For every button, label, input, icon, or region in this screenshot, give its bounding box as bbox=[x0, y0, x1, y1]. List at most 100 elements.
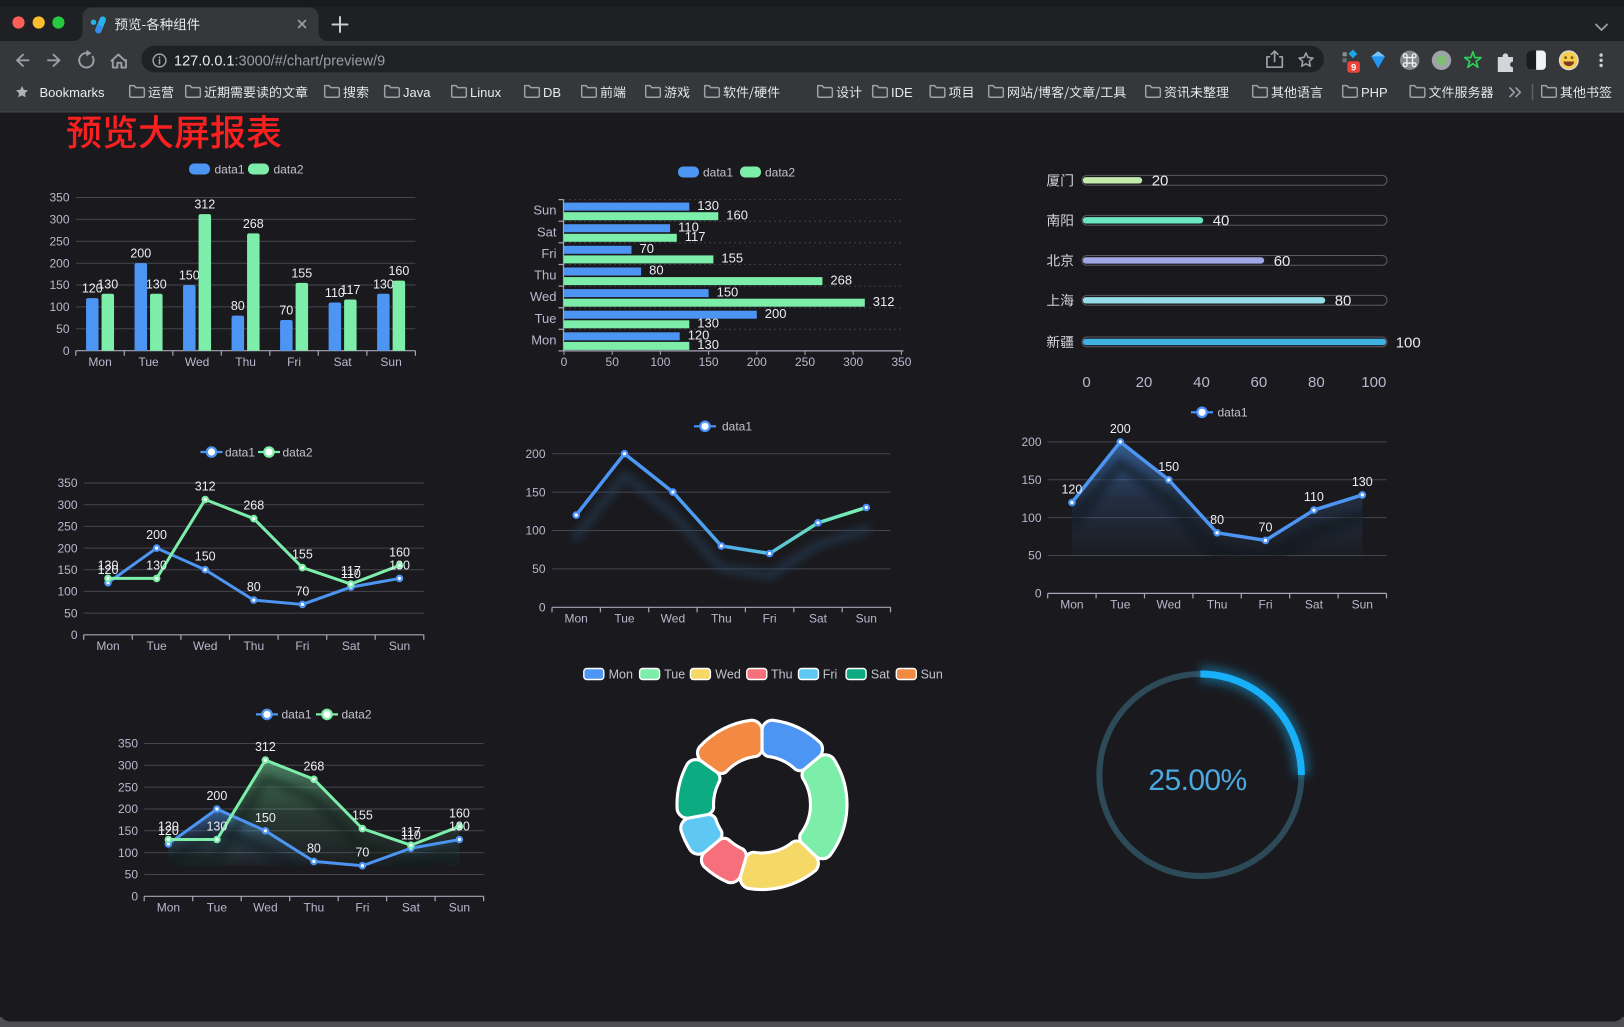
svg-text:100: 100 bbox=[49, 300, 69, 314]
svg-text:data1: data1 bbox=[282, 708, 312, 722]
svg-text:Fri: Fri bbox=[1259, 598, 1273, 612]
svg-text:Wed: Wed bbox=[530, 289, 557, 304]
svg-text:155: 155 bbox=[352, 809, 373, 823]
svg-text:130: 130 bbox=[158, 820, 179, 834]
svg-text:data1: data1 bbox=[703, 165, 733, 179]
svg-text:150: 150 bbox=[57, 563, 77, 577]
svg-text:150: 150 bbox=[49, 278, 69, 292]
svg-text:Tue: Tue bbox=[614, 611, 635, 625]
svg-text:200: 200 bbox=[747, 355, 767, 369]
svg-text:50: 50 bbox=[1028, 549, 1042, 563]
svg-text:data1: data1 bbox=[722, 420, 752, 434]
svg-text:50: 50 bbox=[532, 562, 546, 576]
svg-text:312: 312 bbox=[255, 740, 276, 754]
svg-text:20: 20 bbox=[1136, 374, 1153, 391]
svg-text:Mon: Mon bbox=[96, 639, 119, 653]
svg-text:data2: data2 bbox=[274, 162, 304, 176]
svg-text:IDE: IDE bbox=[891, 85, 913, 100]
svg-text:130: 130 bbox=[98, 558, 119, 572]
svg-text:200: 200 bbox=[49, 256, 69, 270]
svg-text:117: 117 bbox=[401, 825, 421, 839]
svg-text:110: 110 bbox=[678, 219, 699, 234]
svg-text:268: 268 bbox=[243, 499, 264, 513]
svg-text:200: 200 bbox=[146, 528, 167, 542]
svg-text:268: 268 bbox=[243, 217, 264, 231]
svg-text:312: 312 bbox=[873, 294, 895, 309]
svg-text:100: 100 bbox=[650, 355, 670, 369]
svg-text:Tue: Tue bbox=[664, 667, 685, 681]
svg-text:Linux: Linux bbox=[470, 85, 502, 100]
svg-text:50: 50 bbox=[125, 868, 139, 882]
svg-text:150: 150 bbox=[717, 284, 739, 299]
svg-text:120: 120 bbox=[158, 824, 179, 838]
svg-text:Bookmarks: Bookmarks bbox=[40, 85, 106, 100]
svg-text:Sat: Sat bbox=[1305, 598, 1324, 612]
svg-text:350: 350 bbox=[891, 355, 911, 369]
svg-text:70: 70 bbox=[295, 584, 309, 598]
svg-text:Sat: Sat bbox=[871, 667, 890, 681]
svg-text:268: 268 bbox=[830, 272, 852, 287]
svg-text:Tue: Tue bbox=[1110, 598, 1131, 612]
svg-text:80: 80 bbox=[307, 841, 321, 855]
svg-text:250: 250 bbox=[795, 355, 815, 369]
svg-text:150: 150 bbox=[1021, 473, 1041, 487]
svg-text:160: 160 bbox=[388, 264, 409, 278]
svg-text:0: 0 bbox=[1035, 587, 1042, 601]
svg-text:Tue: Tue bbox=[207, 900, 228, 914]
svg-text:100: 100 bbox=[1361, 374, 1386, 391]
svg-text:300: 300 bbox=[57, 498, 77, 512]
svg-text:130: 130 bbox=[97, 277, 118, 291]
svg-text:80: 80 bbox=[231, 299, 245, 313]
svg-text:Sun: Sun bbox=[1352, 598, 1373, 612]
svg-text:80: 80 bbox=[247, 580, 261, 594]
svg-text:data2: data2 bbox=[765, 165, 795, 179]
svg-text:350: 350 bbox=[49, 191, 69, 205]
svg-text:200: 200 bbox=[118, 802, 138, 816]
svg-text:Thu: Thu bbox=[243, 639, 264, 653]
svg-text:312: 312 bbox=[195, 480, 216, 494]
svg-text:100: 100 bbox=[1021, 511, 1041, 525]
svg-text:200: 200 bbox=[1110, 422, 1131, 436]
svg-text:Sun: Sun bbox=[856, 611, 877, 625]
svg-text:data2: data2 bbox=[342, 708, 372, 722]
svg-text:Thu: Thu bbox=[235, 355, 256, 369]
svg-text:130: 130 bbox=[146, 558, 167, 572]
svg-text:Thu: Thu bbox=[711, 611, 732, 625]
svg-text:0: 0 bbox=[539, 601, 546, 615]
svg-text:80: 80 bbox=[1210, 513, 1224, 527]
svg-text:160: 160 bbox=[449, 806, 470, 820]
svg-text:250: 250 bbox=[49, 235, 69, 249]
svg-text:155: 155 bbox=[721, 251, 743, 266]
svg-text:60: 60 bbox=[1274, 253, 1291, 270]
svg-text:127.0.0.1:3000/#/chart/preview: 127.0.0.1:3000/#/chart/preview/9 bbox=[174, 53, 385, 69]
svg-text:250: 250 bbox=[57, 520, 77, 534]
svg-text:PHP: PHP bbox=[1361, 85, 1388, 100]
svg-text:data1: data1 bbox=[1218, 406, 1248, 420]
svg-text:Mon: Mon bbox=[88, 355, 111, 369]
svg-text:Mon: Mon bbox=[565, 611, 588, 625]
svg-text:200: 200 bbox=[57, 541, 77, 555]
svg-text:312: 312 bbox=[194, 198, 215, 212]
svg-text:150: 150 bbox=[118, 824, 138, 838]
svg-text:Sun: Sun bbox=[921, 667, 943, 681]
svg-text:Tue: Tue bbox=[535, 311, 557, 326]
svg-text:Fri: Fri bbox=[287, 355, 301, 369]
svg-text:0: 0 bbox=[1082, 374, 1090, 391]
svg-text:Wed: Wed bbox=[715, 667, 741, 681]
svg-text:100: 100 bbox=[1396, 334, 1421, 351]
svg-text:60: 60 bbox=[1251, 374, 1268, 391]
svg-text:0: 0 bbox=[63, 344, 70, 358]
svg-text:Mon: Mon bbox=[609, 667, 633, 681]
svg-text:Fri: Fri bbox=[823, 667, 838, 681]
svg-text:0: 0 bbox=[131, 890, 138, 904]
svg-text:130: 130 bbox=[146, 277, 167, 291]
svg-text:350: 350 bbox=[57, 476, 77, 490]
svg-text:Sun: Sun bbox=[533, 203, 556, 218]
svg-text:200: 200 bbox=[206, 789, 227, 803]
svg-text:117: 117 bbox=[685, 229, 706, 244]
svg-text:160: 160 bbox=[389, 545, 410, 559]
svg-text:Tue: Tue bbox=[146, 639, 167, 653]
svg-text:120: 120 bbox=[98, 563, 119, 577]
svg-text:110: 110 bbox=[341, 567, 361, 581]
svg-text:Sun: Sun bbox=[449, 900, 470, 914]
